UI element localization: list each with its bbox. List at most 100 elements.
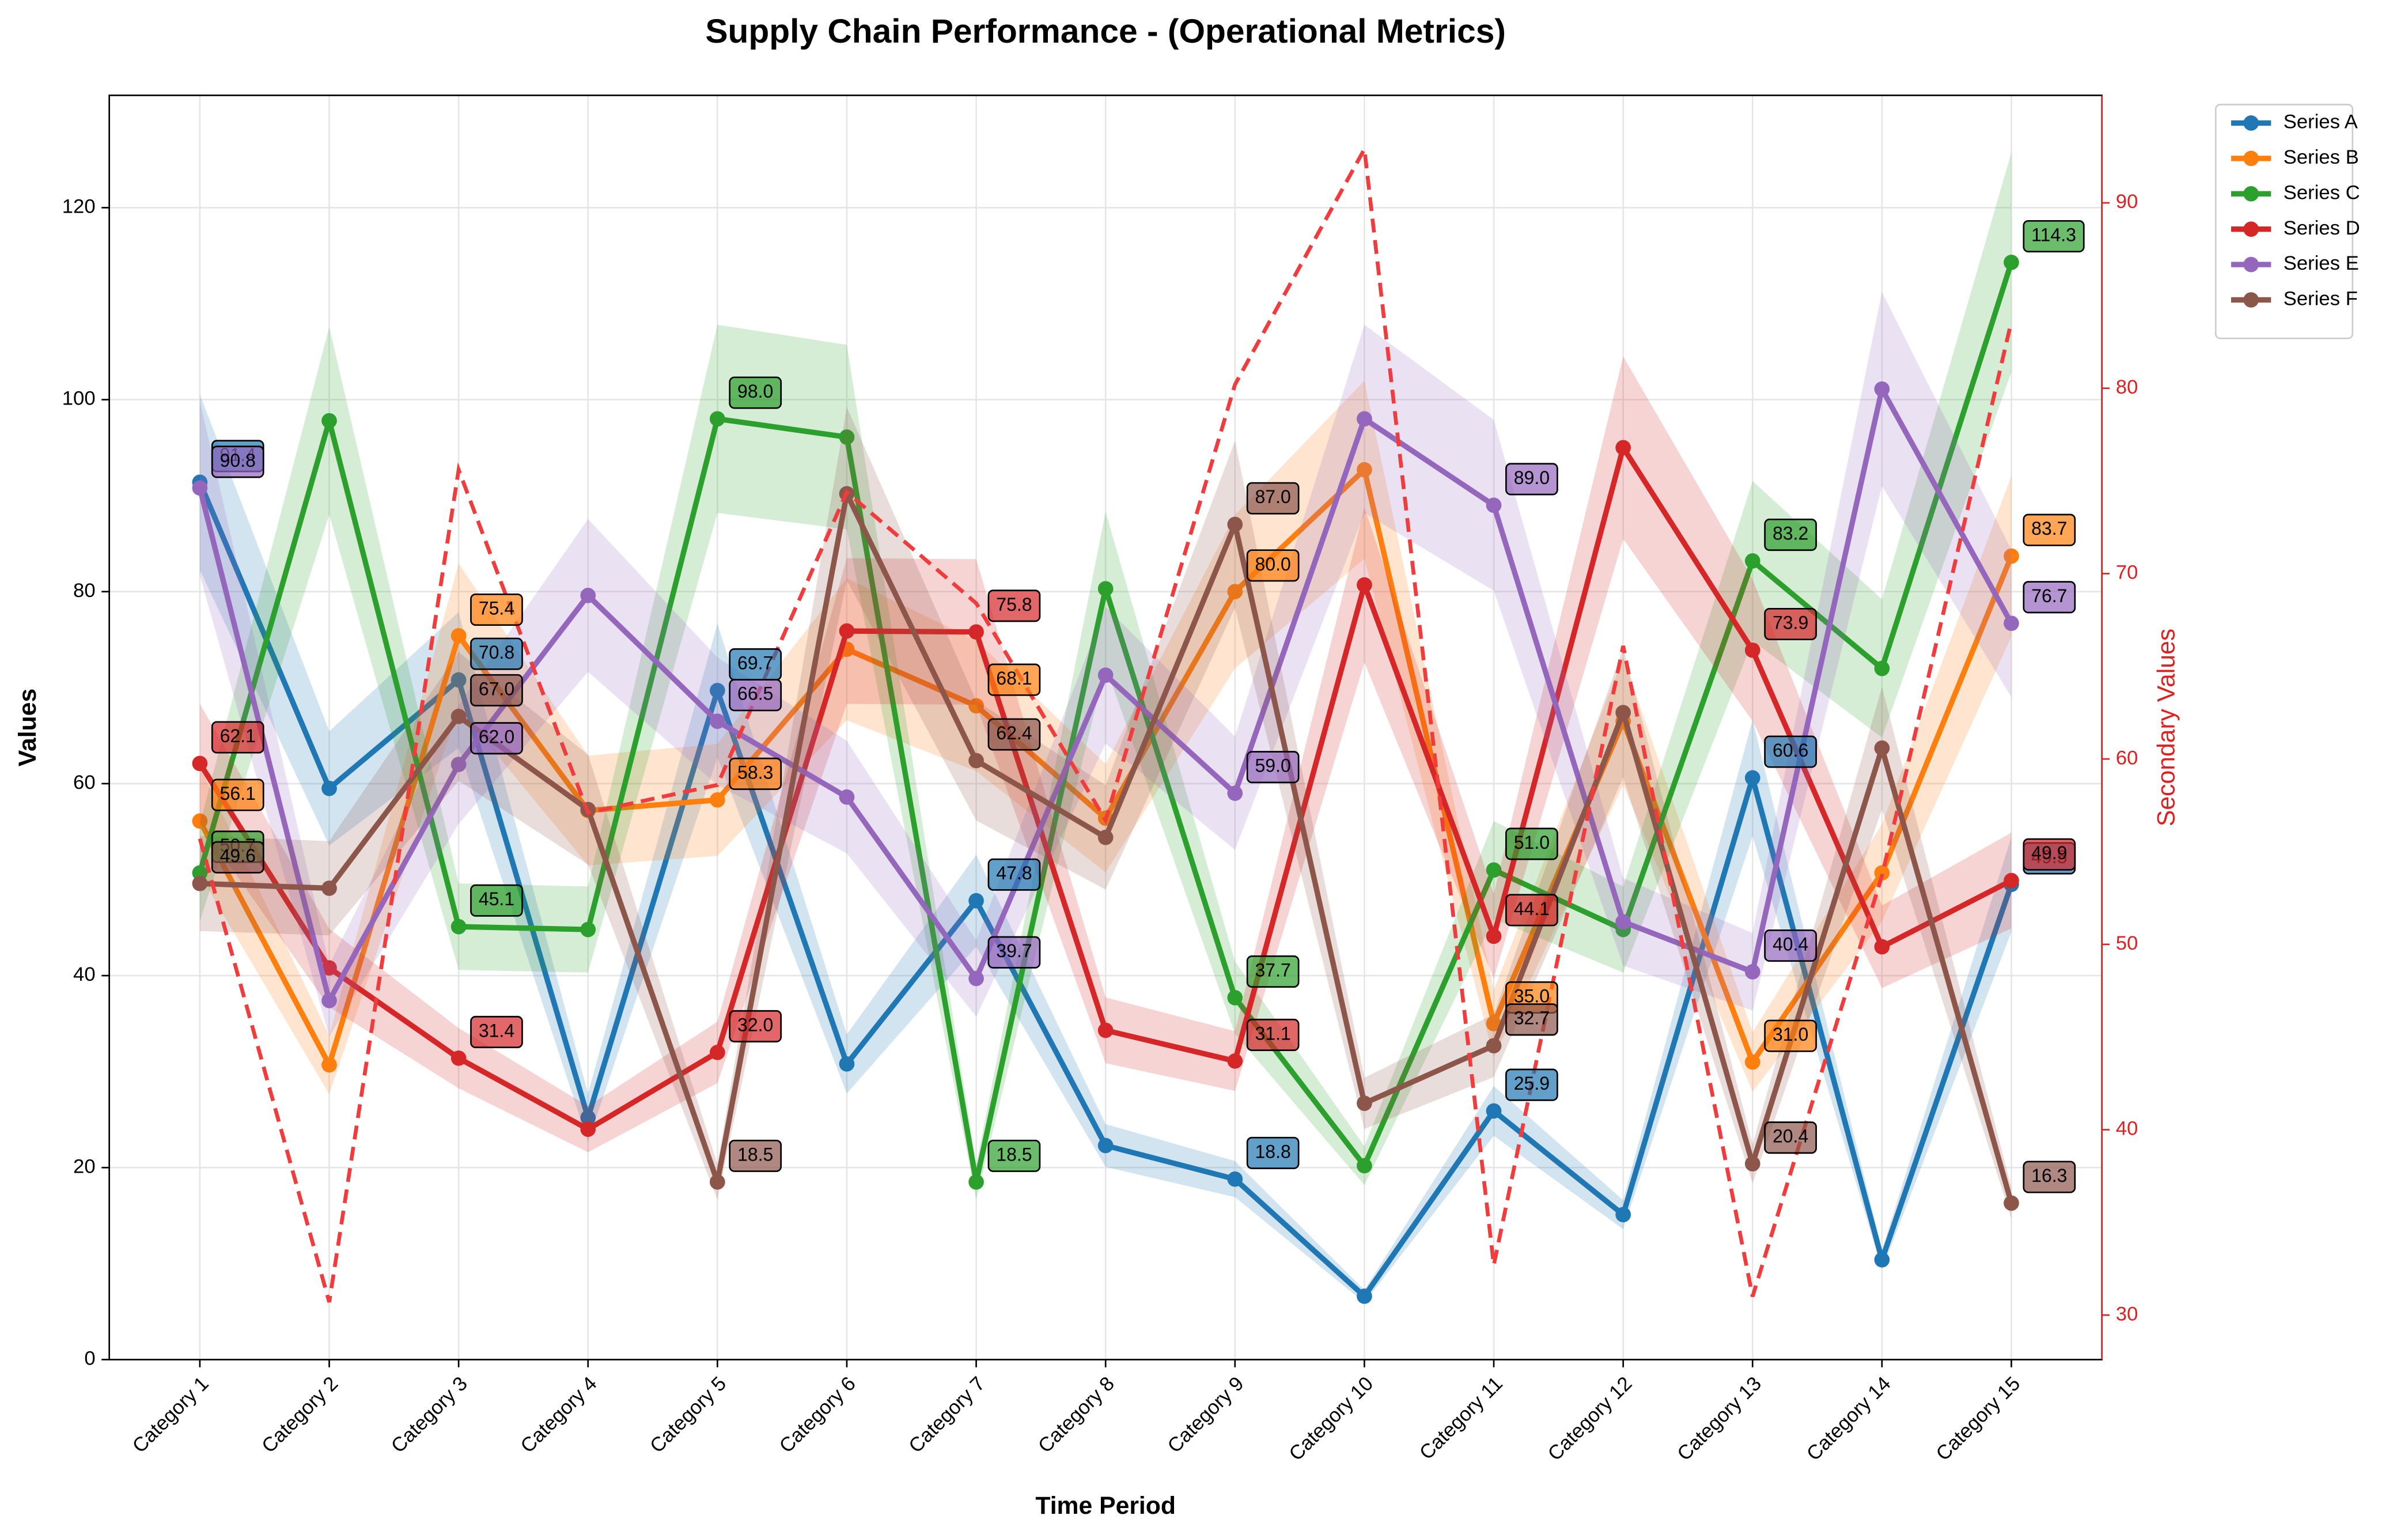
data-point (192, 755, 208, 772)
data-label-text: 20.4 (1773, 1126, 1808, 1147)
data-point (1097, 1138, 1114, 1154)
data-label-box (729, 757, 782, 790)
data-point (710, 792, 725, 808)
data-point (968, 893, 984, 909)
data-label-box (211, 721, 264, 754)
chart-title: Supply Chain Performance - (Operational … (705, 13, 1506, 50)
data-label: 87.0 (1246, 482, 1300, 515)
data-label-text: 37.7 (1255, 959, 1290, 980)
data-label: 59.0 (1246, 751, 1300, 784)
data-label: 31.0 (1764, 1019, 1817, 1052)
data-label-text: 75.8 (996, 594, 1032, 615)
data-label-text: 67.0 (479, 678, 514, 699)
data-point (1744, 1054, 1760, 1070)
data-label: 75.4 (470, 593, 523, 626)
data-label-text: 70.8 (479, 642, 514, 663)
error-band (199, 292, 2012, 1037)
data-label-box (987, 936, 1041, 969)
data-label-text: 62.4 (996, 723, 1032, 743)
data-label: 31.1 (1246, 1018, 1300, 1051)
data-label: 70.8 (470, 637, 523, 670)
data-point (968, 970, 984, 987)
legend-marker (2243, 256, 2259, 273)
data-label: 80.0 (1246, 549, 1300, 582)
data-point (1486, 1016, 1502, 1031)
data-label-box (987, 589, 1041, 622)
data-label-text: 18.5 (996, 1144, 1032, 1165)
data-label-box (1764, 1019, 1817, 1052)
x-axis-label: Time Period (1035, 1492, 1176, 1520)
data-point (2004, 1195, 2019, 1211)
data-point (1615, 1207, 1631, 1223)
data-point (1874, 381, 1890, 397)
data-point (321, 413, 337, 429)
data-label-text: 83.2 (1773, 523, 1808, 543)
data-label-text: 73.9 (1773, 612, 1808, 633)
data-point (1874, 939, 1890, 955)
data-point (321, 1057, 337, 1073)
data-label-box (211, 841, 264, 874)
data-label-text: 45.1 (479, 889, 514, 909)
data-label: 44.1 (1505, 894, 1558, 927)
data-label-box (2023, 220, 2085, 252)
y-tick-label: 100 (62, 388, 96, 410)
error-band (199, 380, 2012, 1095)
data-label-text: 47.8 (996, 863, 1032, 883)
data-point (1486, 928, 1502, 944)
data-label-text: 66.5 (737, 683, 773, 704)
y2-axis-label: Secondary Values (2153, 629, 2180, 826)
data-label-box (1246, 955, 1300, 988)
y2-tick-label: 80 (2116, 376, 2138, 398)
legend-marker (2243, 150, 2259, 167)
data-label-box (1764, 929, 1817, 962)
data-label-box (1505, 1068, 1558, 1101)
data-point (710, 1174, 725, 1190)
data-point (450, 757, 467, 772)
data-point (1874, 660, 1890, 677)
data-label-box (1505, 463, 1558, 496)
error-band (199, 407, 2012, 1219)
data-label-box (729, 1010, 782, 1042)
data-point (1744, 1156, 1760, 1172)
data-label: 76.7 (2023, 581, 2076, 614)
data-point (1874, 865, 1890, 881)
y-axis-label: Values (14, 689, 41, 766)
data-label-text: 31.1 (1255, 1023, 1290, 1044)
data-label: 73.9 (1764, 607, 1817, 640)
data-label: 45.1 (470, 884, 523, 917)
data-point (1227, 584, 1243, 600)
data-label-text: 31.4 (479, 1020, 514, 1041)
data-label-text: 68.1 (996, 668, 1032, 689)
data-label-box (987, 858, 1041, 891)
data-point (580, 588, 596, 603)
data-point (968, 1174, 984, 1190)
data-point (450, 708, 467, 724)
data-point (1357, 462, 1372, 478)
data-label-box (2023, 581, 2076, 614)
data-point (1486, 1103, 1502, 1119)
data-label: 89.0 (1505, 463, 1558, 496)
data-label-box (1764, 1121, 1817, 1154)
legend-label: Series D (2284, 217, 2360, 239)
data-label-box (1246, 549, 1300, 582)
data-point (1097, 1022, 1114, 1038)
y2-tick-label: 90 (2116, 191, 2138, 213)
data-label-box (1764, 607, 1817, 640)
data-point (1744, 964, 1760, 980)
data-point (450, 919, 467, 935)
y-tick-label: 40 (73, 963, 96, 985)
data-point (321, 780, 337, 796)
data-label: 31.4 (470, 1015, 523, 1048)
data-label: 75.8 (987, 589, 1041, 622)
data-label-text: 60.6 (1773, 740, 1808, 761)
data-label-box (987, 1139, 1041, 1172)
data-point (192, 480, 208, 496)
data-point (1744, 553, 1760, 569)
legend-marker (2243, 221, 2259, 237)
data-point (1097, 581, 1114, 597)
data-point (1227, 1171, 1243, 1187)
data-point (1357, 411, 1372, 427)
